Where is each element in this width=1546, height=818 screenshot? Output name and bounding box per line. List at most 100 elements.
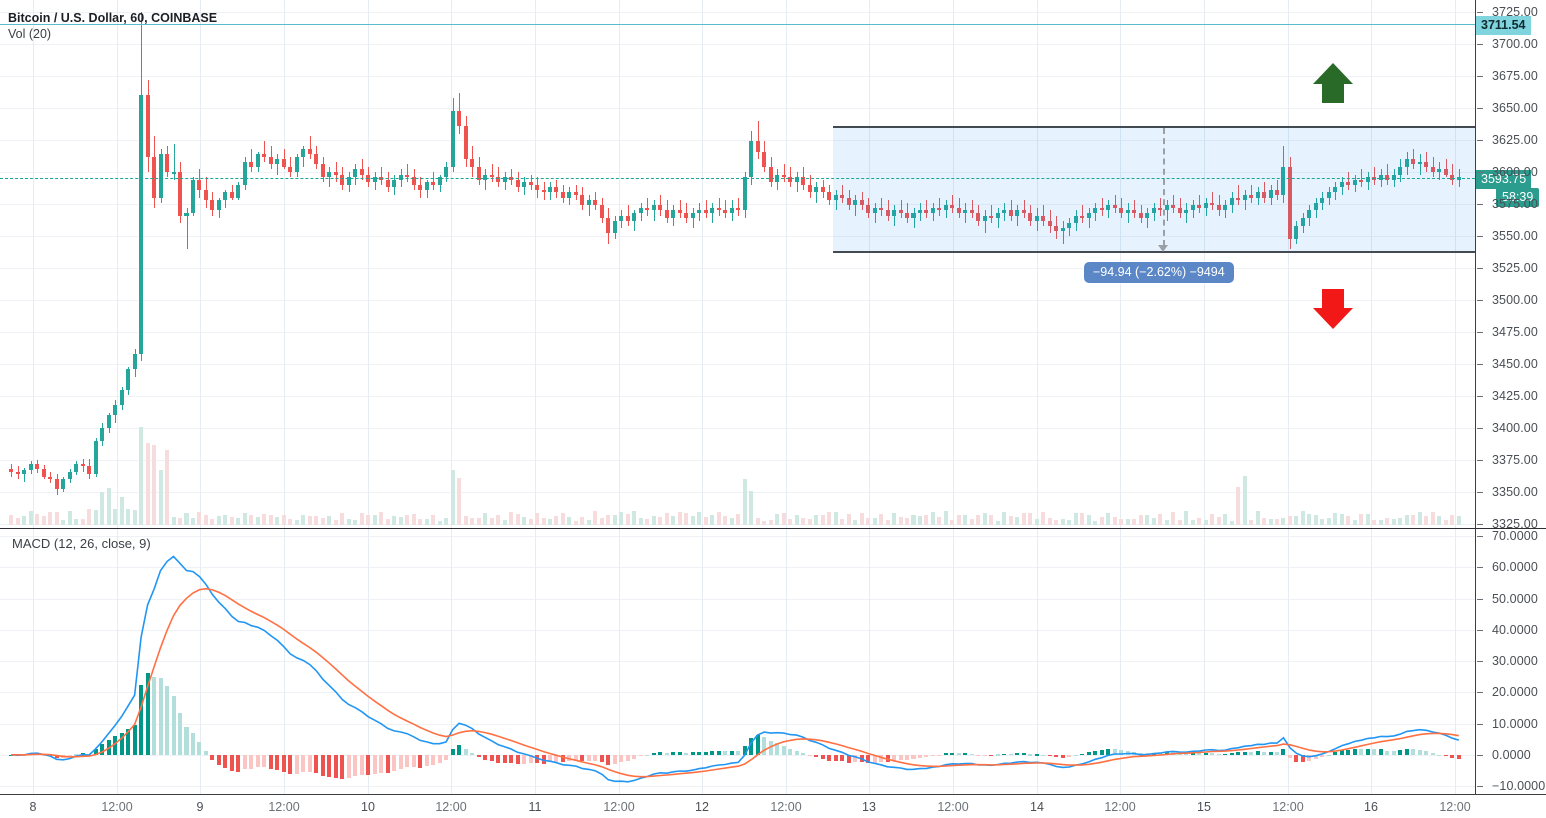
price-axis-tick bbox=[1477, 76, 1483, 77]
price-pane[interactable] bbox=[0, 0, 1475, 528]
candle-wick bbox=[901, 200, 902, 219]
macd-histogram-bar bbox=[327, 754, 332, 778]
grid-line-vertical bbox=[1120, 0, 1121, 794]
volume-bar bbox=[1262, 517, 1267, 525]
macd-histogram-bar bbox=[502, 754, 507, 764]
volume-bar bbox=[1359, 513, 1364, 525]
candle-wick bbox=[310, 136, 311, 160]
macd-histogram-bar bbox=[749, 737, 754, 755]
measurement-selection-box[interactable] bbox=[833, 127, 1475, 252]
macd-histogram-bar bbox=[171, 695, 176, 755]
macd-histogram-bar bbox=[1352, 748, 1357, 755]
macd-histogram-bar bbox=[1099, 750, 1104, 755]
macd-histogram-bar bbox=[1041, 754, 1046, 757]
volume-bar bbox=[1067, 520, 1072, 525]
macd-histogram-bar bbox=[249, 754, 254, 770]
time-axis-label: 14 bbox=[1030, 800, 1044, 814]
candle-body bbox=[15, 471, 20, 475]
macd-histogram-bar bbox=[742, 746, 747, 755]
time-axis-label: 12:00 bbox=[1439, 800, 1471, 814]
candle-body bbox=[560, 192, 565, 198]
macd-histogram-bar bbox=[1378, 749, 1383, 755]
volume-bar bbox=[1151, 517, 1156, 525]
price-legend[interactable]: Bitcoin / U.S. Dollar, 60, COINBASE bbox=[8, 11, 218, 25]
volume-bar bbox=[80, 519, 85, 525]
candle-body bbox=[294, 156, 299, 172]
macd-histogram-bar bbox=[1086, 752, 1091, 755]
grid-line-vertical bbox=[200, 0, 201, 794]
candle-body bbox=[768, 166, 773, 183]
macd-histogram-bar bbox=[229, 754, 234, 772]
high-price-tag[interactable]: 3711.54 bbox=[1476, 16, 1531, 35]
volume-bar bbox=[1378, 519, 1383, 525]
macd-axis-tick bbox=[1477, 599, 1483, 600]
price-axis-tick bbox=[1477, 44, 1483, 45]
candle-body bbox=[969, 210, 974, 213]
last-price-tag[interactable]: 3593.75 bbox=[1476, 170, 1532, 189]
macd-histogram-bar bbox=[924, 754, 929, 757]
macd-histogram-bar bbox=[690, 752, 695, 755]
volume-bar bbox=[249, 515, 254, 525]
macd-histogram-bar bbox=[905, 754, 910, 761]
candle-body bbox=[1359, 179, 1364, 183]
time-axis-label: 12:00 bbox=[937, 800, 969, 814]
candle-body bbox=[1346, 182, 1351, 185]
time-axis-label: 9 bbox=[196, 800, 204, 814]
candle-body bbox=[684, 212, 689, 219]
candle-wick bbox=[1082, 205, 1083, 224]
candle-body bbox=[184, 212, 189, 216]
macd-histogram-bar bbox=[1255, 751, 1260, 755]
macd-histogram-bar bbox=[424, 754, 429, 767]
macd-histogram-bar bbox=[509, 754, 514, 764]
macd-legend[interactable]: MACD (12, 26, close, 9) bbox=[12, 536, 151, 551]
candle-body bbox=[1086, 212, 1091, 219]
arrow-down-icon[interactable] bbox=[1310, 286, 1356, 332]
candle-body bbox=[807, 184, 812, 193]
volume-bar bbox=[1080, 513, 1085, 525]
volume-bar bbox=[651, 516, 656, 525]
macd-histogram-bar bbox=[1093, 750, 1098, 755]
candle-wick bbox=[589, 195, 590, 216]
volume-bar bbox=[956, 515, 961, 525]
macd-histogram-bar bbox=[1391, 750, 1396, 755]
countdown-tag[interactable]: 58:39 bbox=[1496, 188, 1540, 207]
candle-body bbox=[658, 205, 663, 211]
volume-bar bbox=[1028, 513, 1033, 525]
volume-bar bbox=[301, 515, 306, 525]
volume-bar bbox=[1352, 520, 1357, 525]
macd-histogram-bar bbox=[281, 754, 286, 773]
macd-histogram-bar bbox=[301, 754, 306, 772]
candle-body bbox=[22, 470, 27, 475]
candle-wick bbox=[303, 146, 304, 167]
candle-wick bbox=[1115, 195, 1116, 213]
volume-bar bbox=[1138, 515, 1143, 525]
price-axis-tick bbox=[1477, 396, 1483, 397]
macd-histogram-bar bbox=[67, 754, 72, 757]
candle-body bbox=[1060, 228, 1065, 231]
volume-bar bbox=[1223, 514, 1228, 525]
candle-body bbox=[943, 205, 948, 211]
volume-bar bbox=[729, 517, 734, 525]
volume-bar bbox=[340, 513, 345, 525]
volume-bar bbox=[275, 517, 280, 525]
macd-histogram-bar bbox=[1054, 754, 1059, 758]
candle-body bbox=[346, 177, 351, 185]
time-axis-label: 8 bbox=[29, 800, 37, 814]
volume-bar bbox=[930, 511, 935, 525]
pane-separator[interactable] bbox=[0, 528, 1546, 529]
arrow-up-icon[interactable] bbox=[1310, 60, 1356, 106]
candle-body bbox=[502, 177, 507, 183]
grid-line-horizontal bbox=[0, 786, 1475, 787]
measurement-badge[interactable]: −94.94 (−2.62%) −9494 bbox=[1084, 262, 1234, 283]
candle-body bbox=[1443, 169, 1448, 175]
volume-bar bbox=[1002, 512, 1007, 525]
candle-body bbox=[106, 415, 111, 428]
volume-bar bbox=[1333, 513, 1338, 525]
macd-histogram-bar bbox=[801, 753, 806, 755]
macd-pane[interactable] bbox=[0, 529, 1475, 794]
volume-legend[interactable]: Vol (20) bbox=[8, 27, 52, 41]
candle-body bbox=[1242, 195, 1247, 201]
volume-bar bbox=[1346, 516, 1351, 525]
volume-bar bbox=[1099, 516, 1104, 525]
